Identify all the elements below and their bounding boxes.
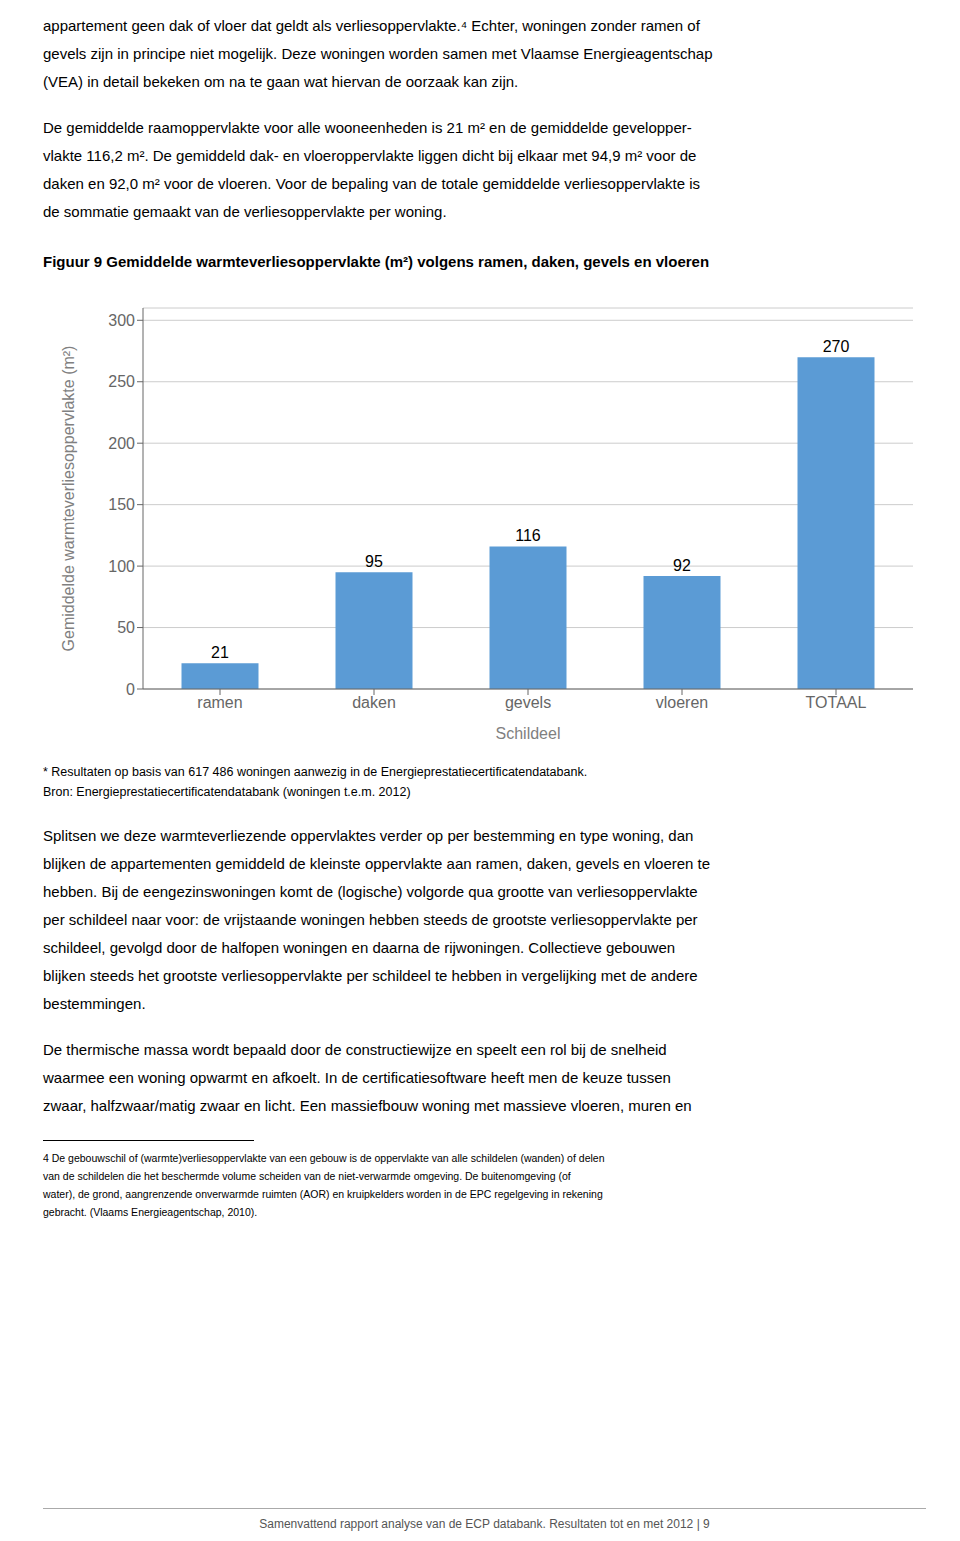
svg-text:50: 50: [117, 619, 135, 636]
svg-text:92: 92: [673, 557, 691, 574]
html-text:zwaar, halfzwaar/matig zwaar e: zwaar, halfzwaar/matig zwaar en licht. E…: [43, 1097, 692, 1114]
html-text:De thermische massa wordt bepa: De thermische massa wordt bepaald door d…: [43, 1041, 667, 1058]
html-text:schildeel, gevolgd door de hal: schildeel, gevolgd door de halfopen woni…: [43, 939, 676, 956]
svg-text:95: 95: [365, 553, 383, 570]
svg-text:Gemiddelde warmteverliesopperv: Gemiddelde warmteverliesoppervlakte (m²): [60, 346, 77, 652]
html-text:bestemmingen.: bestemmingen.: [43, 995, 146, 1012]
html-text:gevels zijn in principe niet m: gevels zijn in principe niet mogelijk. D…: [43, 45, 713, 62]
svg-text:150: 150: [108, 496, 135, 513]
html-text:van de schildelen die het besc: van de schildelen die het beschermde vol…: [43, 1170, 571, 1182]
svg-text:TOTAAL: TOTAAL: [806, 694, 867, 711]
svg-text:gevels: gevels: [505, 694, 551, 711]
html-text:Figuur 9 Gemiddelde warmteverl: Figuur 9 Gemiddelde warmteverliesoppervl…: [43, 253, 710, 270]
html-text:* Resultaten op basis van 617: * Resultaten op basis van 617 486 woning…: [43, 765, 588, 779]
svg-text:200: 200: [108, 435, 135, 452]
svg-text:300: 300: [108, 312, 135, 329]
html-text:daken en 92,0 m² voor de vloer: daken en 92,0 m² voor de vloeren. Voor d…: [43, 175, 701, 192]
html-text:hebben. Bij de eengezinswoning: hebben. Bij de eengezinswoningen komt de…: [43, 883, 698, 900]
svg-text:vloeren: vloeren: [656, 694, 708, 711]
html-text:blijken steeds het grootste ve: blijken steeds het grootste verliesopper…: [43, 967, 698, 984]
html-text:per schildeel naar voor: de vr: per schildeel naar voor: de vrijstaande …: [43, 911, 698, 928]
svg-text:270: 270: [823, 338, 850, 355]
svg-text:100: 100: [108, 558, 135, 575]
html-text:appartement geen dak of vloer: appartement geen dak of vloer dat geldt …: [43, 17, 700, 34]
html-text:water), de grond, aangrenzende: water), de grond, aangrenzende onverwarm…: [43, 1188, 603, 1200]
html-text:blijken de appartementen gemid: blijken de appartementen gemiddeld de kl…: [43, 855, 711, 872]
html-text:waarmee een woning opwarmt en: waarmee een woning opwarmt en afkoelt. I…: [43, 1069, 671, 1086]
svg-text:21: 21: [211, 644, 229, 661]
svg-text:250: 250: [108, 373, 135, 390]
html-text:Splitsen we deze warmteverliez: Splitsen we deze warmteverliezende opper…: [43, 827, 694, 844]
html-text:de sommatie gemaakt van de ver: de sommatie gemaakt van de verliesopperv…: [43, 203, 447, 220]
html-text:gebracht. (Vlaams Energieagent: gebracht. (Vlaams Energieagentschap, 201…: [43, 1206, 258, 1218]
html-text:De gemiddelde raamoppervlakte: De gemiddelde raamoppervlakte voor alle …: [43, 119, 692, 136]
svg-text:ramen: ramen: [197, 694, 242, 711]
html-text:vlakte 116,2 m². De gemiddeld: vlakte 116,2 m². De gemiddeld dak- en vl…: [43, 147, 697, 164]
html-text:Samenvattend rapport analyse v: Samenvattend rapport analyse van de ECP …: [259, 1517, 710, 1531]
svg-text:daken: daken: [352, 694, 396, 711]
svg-text:0: 0: [126, 681, 135, 698]
svg-text:116: 116: [515, 527, 541, 544]
html-text:Bron: Energieprestatiecertific: Bron: Energieprestatiecertificatendataba…: [43, 785, 411, 799]
html-text:4 De gebouwschil of (warmte)ve: 4 De gebouwschil of (warmte)verliesopper…: [43, 1152, 605, 1164]
html-text:(VEA) in detail bekeken om na: (VEA) in detail bekeken om na te gaan wa…: [43, 73, 519, 90]
svg-text:Schildeel: Schildeel: [496, 725, 561, 742]
